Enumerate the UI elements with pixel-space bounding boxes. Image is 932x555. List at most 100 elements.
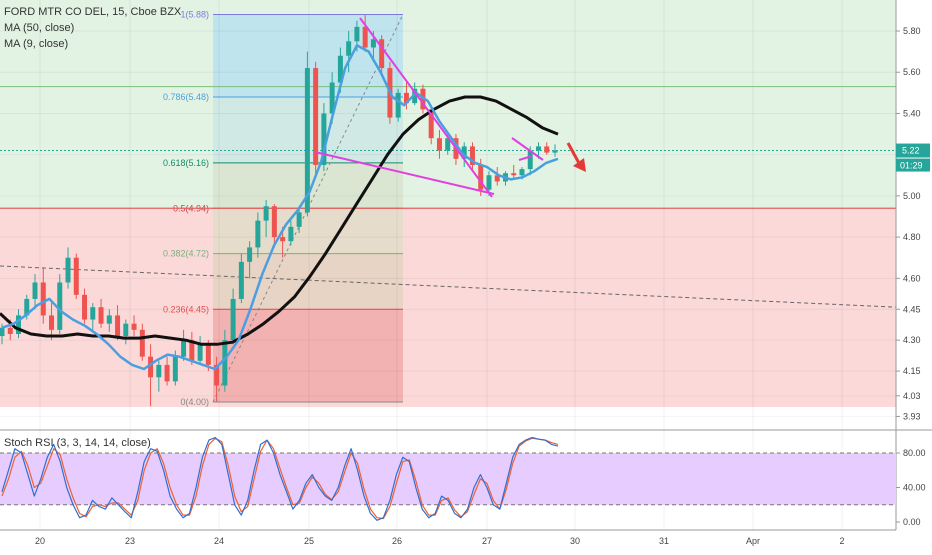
bearish-zone [0,208,896,407]
candle-body [189,340,195,361]
ma50-line [0,95,559,346]
candle-body [205,344,211,365]
candle-body [106,315,112,324]
osc-tick-label: 0.00 [903,517,921,527]
candle-body [49,315,55,330]
candle-body [494,175,500,182]
time-tick-label: Apr [746,536,760,546]
candle-body [313,68,319,165]
stoch-k-line [1,436,559,521]
trend-line [314,151,495,195]
candle-body [115,315,121,337]
fib-level-label: 0(4.00) [180,397,209,407]
candle-body [280,237,286,242]
candle-body [271,206,277,238]
osc-tick-label: 80.00 [903,448,926,458]
candle-body [131,323,137,330]
candle-body [337,55,343,83]
price-tick-label: 5.60 [903,67,921,77]
fib-zone [213,208,403,254]
candle-body [164,364,170,382]
time-tick-label: 23 [125,536,135,546]
candle-body [304,68,310,213]
candle-body [535,146,541,151]
candle-body [139,329,145,357]
candle-body [40,282,46,316]
candle-body [552,150,558,153]
price-tick-label: 4.45 [903,304,921,314]
candle-body [65,257,71,283]
arrow-shaft [566,142,582,166]
candle-body [478,164,484,190]
fib-level-label: 0.618(5.16) [163,158,209,168]
price-tick-label: 4.30 [903,335,921,345]
candle-body [428,109,434,139]
legend-symbol: FORD MTR CO DEL, 15, Cboe BZX [4,6,182,18]
candle-body [544,146,550,153]
time-tick-label: 20 [35,536,45,546]
candle-body [403,92,409,104]
candle-body [24,298,30,316]
candle-body [362,26,368,48]
countdown-tag [896,158,930,172]
fib-level-label: 0.786(5.48) [163,92,209,102]
legend-ma9: MA (9, close) [4,38,69,50]
price-tick-label: 5.80 [903,26,921,36]
candle-body [370,39,376,48]
price-tick-label: 3.93 [903,411,921,421]
candle-body [156,364,162,378]
candle-body [486,175,492,190]
fib-level-label: 1(5.88) [180,10,209,20]
ma9-line [1,44,559,371]
time-tick-label: 31 [659,536,669,546]
candle-body [181,340,187,357]
time-tick-label: 25 [304,536,314,546]
time-tick-label: 26 [392,536,402,546]
price-tick-label: 4.80 [903,232,921,242]
candle-body [214,364,220,386]
osc-band [0,453,896,505]
candle-body [321,113,327,165]
trend-line [511,137,544,161]
candle-body [16,315,22,334]
candle-body [230,298,236,341]
candle-body [263,206,269,221]
trend-line [359,17,493,198]
price-tick-label: 4.03 [903,391,921,401]
candle-body [0,327,5,337]
last-price-tag [896,143,930,158]
candle-body [379,39,385,69]
candle-body [172,356,178,382]
price-tick-label: 5.40 [903,108,921,118]
candle-body [354,26,360,42]
candle-body [123,323,129,337]
countdown-value: 01:29 [900,161,923,171]
fib-level-label: 0.382(4.72) [163,249,209,259]
time-tick-label: 24 [214,536,224,546]
fib-level-label: 0.236(4.45) [163,304,209,314]
arrow-head [573,158,586,172]
candle-body [445,138,451,151]
trend-line [518,155,533,161]
candle-body [90,307,96,320]
trend-dashed-line [0,265,897,308]
candle-body [395,92,401,118]
candle-body [346,41,352,56]
last-price-value: 5.22 [902,146,920,156]
candle-body [32,282,38,299]
candle-body [511,173,517,176]
candle-body [469,146,475,165]
price-tick-label: 5.00 [903,191,921,201]
candle-body [247,247,253,262]
candle-body [197,344,203,361]
legend-ma50: MA (50, close) [4,22,75,34]
candle-body [519,169,525,176]
candle-body [148,356,154,378]
candle-body [82,294,88,320]
price-tick-label: 4.15 [903,366,921,376]
fib-zone [213,309,403,402]
candle-body [7,327,13,334]
candle-body [527,150,533,170]
